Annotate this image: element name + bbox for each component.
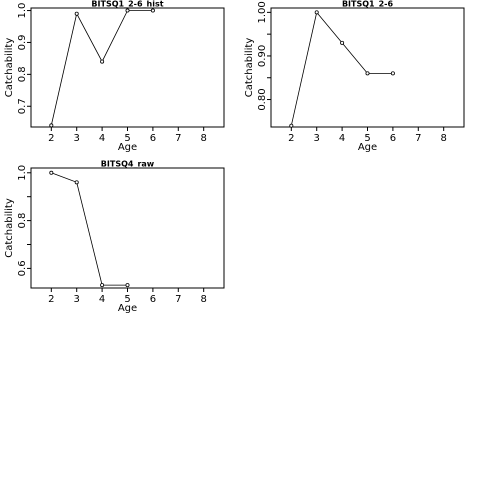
x-axis-label: Age [118, 303, 137, 314]
data-point [365, 71, 370, 76]
y-tick-label: 0.8 [17, 66, 28, 82]
x-tick-label: 3 [74, 294, 80, 305]
data-point [314, 10, 319, 15]
x-tick-label: 8 [440, 133, 446, 144]
series-line [50, 10, 153, 126]
data-point [150, 8, 155, 13]
y-tick-label: 0.90 [257, 45, 268, 67]
x-tick-label: 3 [314, 133, 320, 144]
y-axis-label: Catchability [4, 38, 15, 98]
data-point [289, 123, 294, 128]
data-point [49, 170, 54, 175]
x-tick-label: 2 [288, 133, 294, 144]
data-point [74, 180, 79, 185]
y-tick-label: 1.00 [257, 1, 268, 23]
y-tick-label: 0.80 [257, 88, 268, 110]
chart-panel-3: BITSQ4_raw 2 3 4 5 6 7 8 Age 0.6 0.8 1.0 Catchabilit… [4, 160, 225, 314]
x-tick-label: 6 [390, 133, 396, 144]
data-point [49, 123, 54, 128]
x-tick-label: 7 [175, 294, 181, 305]
y-tick-label: 0.7 [17, 98, 28, 114]
data-point [100, 283, 105, 288]
plot-frame [270, 7, 465, 128]
x-tick-label: 2 [48, 294, 54, 305]
x-tick-label: 2 [48, 133, 54, 144]
x-tick-label: 7 [415, 133, 421, 144]
data-point [340, 40, 345, 45]
x-tick-label: 4 [339, 133, 345, 144]
chart-title: BITSQ1_2-6_hist [91, 0, 163, 9]
series-line [290, 11, 393, 126]
data-point [125, 283, 130, 288]
data-point [125, 8, 130, 13]
x-tick-label: 4 [99, 133, 105, 144]
x-tick-label: 7 [175, 133, 181, 144]
y-tick-label: 1.0 [17, 165, 28, 181]
y-tick-label: 1.0 [17, 3, 28, 19]
x-tick-label: 6 [150, 133, 156, 144]
x-tick-label: 8 [200, 294, 206, 305]
x-tick-label: 5 [124, 133, 130, 144]
y-axis-label: Catchability [4, 198, 15, 258]
x-axis-label: Age [118, 142, 137, 153]
chart-title: BITSQ1_2-6 [342, 0, 394, 9]
series-line [51, 172, 128, 286]
data-point [100, 59, 105, 64]
x-axis-label: Age [358, 142, 377, 153]
plot-frame [30, 167, 225, 289]
y-tick-label: 0.9 [17, 35, 28, 51]
chart-title: BITSQ4_raw [101, 160, 155, 169]
x-tick-label: 3 [74, 133, 80, 144]
x-tick-label: 8 [200, 133, 206, 144]
y-axis-label: Catchability [244, 38, 255, 98]
x-tick-label: 6 [150, 294, 156, 305]
x-tick-label: 4 [99, 294, 105, 305]
chart-panel-2: BITSQ1_2-6 2 3 4 5 6 7 8 Age 0.80 0.90 1.00 Catchabi… [244, 0, 465, 153]
x-tick-label: 5 [124, 294, 130, 305]
data-point [390, 71, 395, 76]
data-point [74, 11, 79, 16]
plot-frame [30, 7, 225, 128]
x-tick-label: 5 [364, 133, 370, 144]
y-tick-label: 0.8 [17, 213, 28, 229]
chart-panel-1: BITSQ1_2-6_hist 2 3 4 5 6 7 8 Age 0.7 0.8 0.9 1.0 Cat… [4, 0, 225, 153]
y-tick-label: 0.6 [17, 260, 28, 276]
